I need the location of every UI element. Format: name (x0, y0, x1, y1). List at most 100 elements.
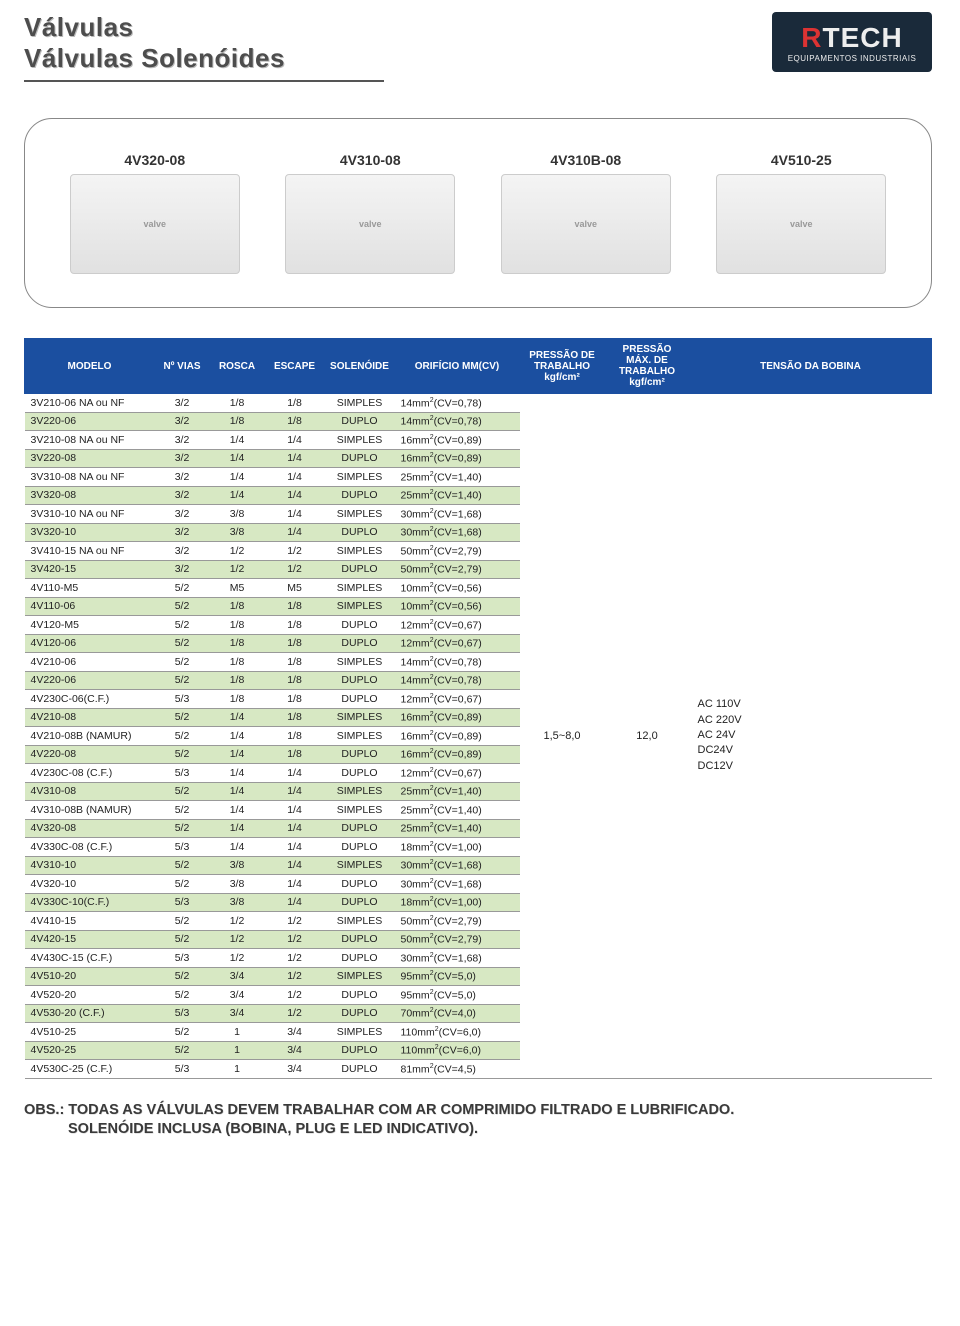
table-cell: M5 (210, 579, 265, 598)
brand-logo: RTECH EQUIPAMENTOS INDUSTRIAIS (772, 12, 932, 72)
table-cell: 1/2 (265, 967, 325, 986)
table-cell: 4V330C-08 (C.F.) (25, 838, 155, 857)
table-cell: M5 (265, 579, 325, 598)
table-cell: 18mm2(CV=1,00) (395, 838, 520, 857)
table-cell: 1/2 (265, 542, 325, 561)
table-cell: DUPLO (325, 1041, 395, 1060)
product-image-placeholder: valve (716, 174, 886, 274)
table-cell: 5/2 (155, 634, 210, 653)
table-cell: SIMPLES (325, 856, 395, 875)
table-cell: 1/4 (265, 893, 325, 912)
table-cell: 3V210-06 NA ou NF (25, 394, 155, 413)
table-cell: DUPLO (325, 875, 395, 894)
table-cell: 25mm2(CV=1,40) (395, 801, 520, 820)
table-cell: 4V110-06 (25, 597, 155, 616)
table-cell: 1/8 (210, 394, 265, 413)
table-cell: 1/4 (265, 449, 325, 468)
table-cell: 5/2 (155, 1041, 210, 1060)
table-cell: 1/4 (210, 449, 265, 468)
table-cell: 1/4 (265, 468, 325, 487)
table-cell: SIMPLES (325, 505, 395, 524)
table-cell: 1/4 (210, 431, 265, 450)
table-cell: SIMPLES (325, 967, 395, 986)
table-cell: 18mm2(CV=1,00) (395, 893, 520, 912)
table-cell: 1/8 (210, 690, 265, 709)
table-cell: 30mm2(CV=1,68) (395, 523, 520, 542)
table-cell: 5/2 (155, 579, 210, 598)
table-cell: 1/2 (265, 1004, 325, 1023)
table-cell: DUPLO (325, 893, 395, 912)
table-cell: DUPLO (325, 412, 395, 431)
table-cell: 5/3 (155, 949, 210, 968)
table-cell: 12mm2(CV=0,67) (395, 764, 520, 783)
table-cell: 25mm2(CV=1,40) (395, 468, 520, 487)
table-cell: 5/3 (155, 764, 210, 783)
th-pressao-trab: PRESSÃO DE TRABALHO kgf/cm² (520, 339, 605, 394)
table-cell: 1/4 (265, 431, 325, 450)
table-cell: 4V520-20 (25, 986, 155, 1005)
page-header: Válvulas Válvulas Solenóides RTECH EQUIP… (24, 12, 932, 82)
th-pressao-max: PRESSÃO MÁX. DE TRABALHO kgf/cm² (605, 339, 690, 394)
table-cell: 5/3 (155, 1060, 210, 1079)
table-cell: SIMPLES (325, 912, 395, 931)
table-cell: 12mm2(CV=0,67) (395, 634, 520, 653)
table-cell: SIMPLES (325, 653, 395, 672)
table-cell: 1/2 (265, 949, 325, 968)
table-cell: 3/2 (155, 431, 210, 450)
product-label: 4V320-08 (70, 152, 240, 168)
table-cell: 3V410-15 NA ou NF (25, 542, 155, 561)
table-cell: 4V120-M5 (25, 616, 155, 635)
table-cell: 1/8 (265, 671, 325, 690)
table-cell: 3/2 (155, 394, 210, 413)
table-cell: 5/2 (155, 708, 210, 727)
table-cell: 70mm2(CV=4,0) (395, 1004, 520, 1023)
table-cell: 1/2 (265, 930, 325, 949)
table-cell: 4V310-08B (NAMUR) (25, 801, 155, 820)
table-cell: 5/2 (155, 930, 210, 949)
table-cell: DUPLO (325, 449, 395, 468)
table-cell: DUPLO (325, 1060, 395, 1079)
table-cell: 95mm2(CV=5,0) (395, 986, 520, 1005)
table-body: 3V210-06 NA ou NF3/21/81/8SIMPLES14mm2(C… (25, 394, 932, 1079)
table-cell: 3/2 (155, 468, 210, 487)
table-cell: 5/2 (155, 819, 210, 838)
table-cell: SIMPLES (325, 468, 395, 487)
table-cell: 4V210-08 (25, 708, 155, 727)
table-cell: 3/4 (265, 1023, 325, 1042)
table-cell: DUPLO (325, 745, 395, 764)
table-cell: 1 (210, 1060, 265, 1079)
table-cell: 16mm2(CV=0,89) (395, 431, 520, 450)
th-orificio: ORIFÍCIO MM(CV) (395, 339, 520, 394)
table-cell: 1/8 (210, 653, 265, 672)
title-line-2: Válvulas Solenóides (24, 43, 384, 74)
table-cell: 1/4 (210, 782, 265, 801)
table-cell: 5/2 (155, 745, 210, 764)
table-cell: SIMPLES (325, 1023, 395, 1042)
table-cell: 3/8 (210, 523, 265, 542)
table-cell: 3/4 (265, 1041, 325, 1060)
table-cell: 5/2 (155, 671, 210, 690)
table-cell: 4V110-M5 (25, 579, 155, 598)
table-cell: 1/8 (210, 412, 265, 431)
table-cell: 1/2 (210, 542, 265, 561)
spec-table: MODELO Nº VIAS ROSCA ESCAPE SOLENÓIDE OR… (24, 338, 932, 1079)
table-cell: 1/2 (210, 912, 265, 931)
table-cell: 5/2 (155, 1023, 210, 1042)
table-cell: 30mm2(CV=1,68) (395, 875, 520, 894)
th-rosca: ROSCA (210, 339, 265, 394)
table-cell: 30mm2(CV=1,68) (395, 505, 520, 524)
table-cell: 4V530-20 (C.F.) (25, 1004, 155, 1023)
table-cell: 1/4 (265, 782, 325, 801)
table-cell: 81mm2(CV=4,5) (395, 1060, 520, 1079)
title-underline (24, 80, 384, 82)
table-cell: 1/4 (210, 708, 265, 727)
table-head: MODELO Nº VIAS ROSCA ESCAPE SOLENÓIDE OR… (25, 339, 932, 394)
table-cell: 5/2 (155, 727, 210, 746)
title-line-1: Válvulas (24, 12, 384, 43)
table-cell: 3/2 (155, 486, 210, 505)
table-cell: SIMPLES (325, 431, 395, 450)
logo-brand-text: RTECH (801, 22, 902, 54)
table-cell: 3/8 (210, 875, 265, 894)
table-cell: 16mm2(CV=0,89) (395, 449, 520, 468)
table-cell: 4V510-25 (25, 1023, 155, 1042)
